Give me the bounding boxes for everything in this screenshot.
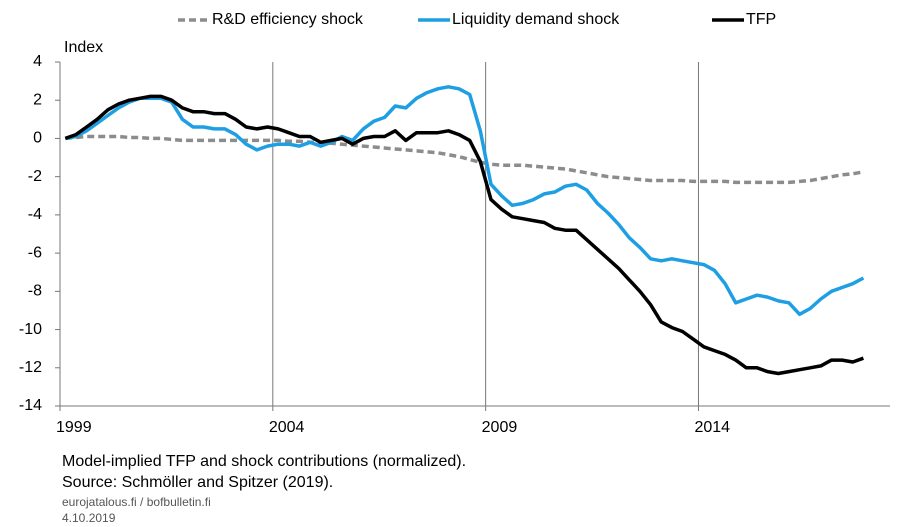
y-tick-label: 4 — [33, 53, 42, 70]
y-tick-label: -8 — [28, 283, 42, 300]
x-tick-label: 1999 — [56, 419, 92, 436]
y-tick-label: -14 — [19, 397, 42, 414]
line — [64, 85, 865, 317]
y-tick-label: 2 — [33, 91, 42, 108]
caption: Model-implied TFP and shock contribution… — [62, 453, 466, 470]
legend-label: Liquidity demand shock — [452, 11, 620, 28]
y-tick-label: -2 — [28, 168, 42, 185]
x-tick-label: 2014 — [694, 419, 730, 436]
y-axis-label: Index — [64, 39, 103, 56]
y-tick-label: 0 — [33, 130, 42, 147]
y-tick-label: -12 — [19, 359, 42, 376]
line — [64, 94, 864, 376]
legend-label: R&D efficiency shock — [212, 11, 364, 28]
x-tick-label: 2004 — [269, 419, 305, 436]
x-tick-label: 2009 — [482, 419, 518, 436]
line — [65, 134, 864, 185]
legend-label: TFP — [746, 11, 776, 28]
y-tick-label: -4 — [28, 206, 42, 223]
source: Source: Schmöller and Spitzer (2019). — [62, 474, 333, 491]
footer: 4.10.2019 — [62, 511, 116, 525]
y-tick-label: -6 — [28, 244, 42, 261]
footer: eurojatalous.fi / bofbulletin.fi — [62, 495, 211, 509]
y-tick-label: -10 — [19, 321, 42, 338]
